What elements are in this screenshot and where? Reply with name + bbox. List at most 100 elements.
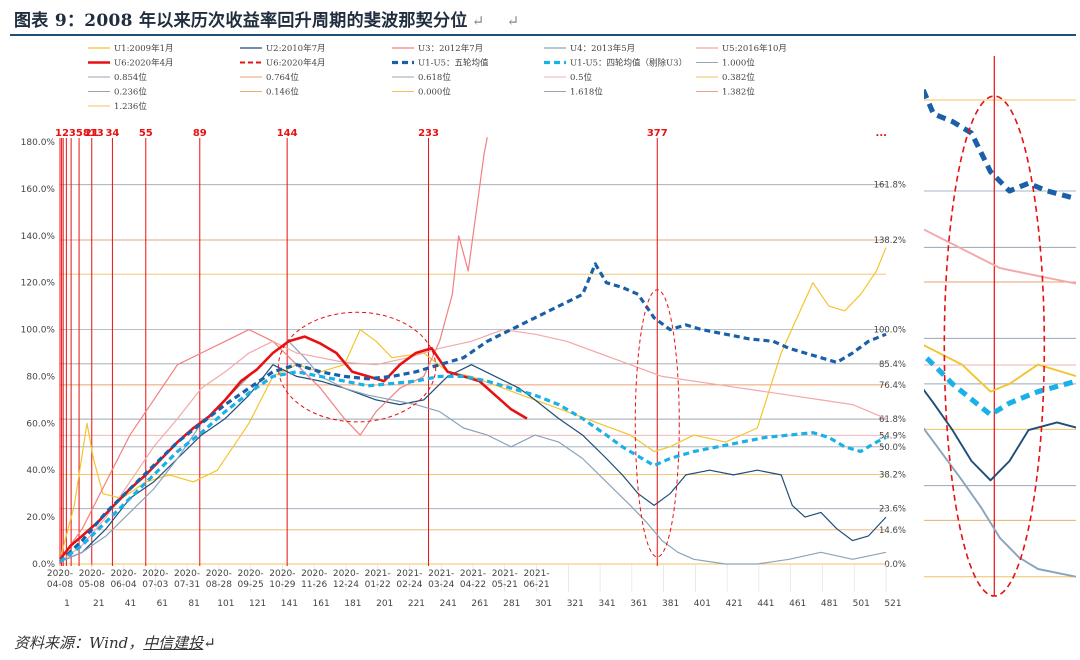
- fib-day-label: 21: [85, 128, 99, 139]
- fib-day-label: 34: [105, 128, 119, 139]
- x-date-label-day: 08-28: [206, 580, 232, 590]
- x-index-label: 121: [249, 599, 266, 609]
- x-date-label-year: 2020-: [206, 569, 232, 579]
- y-tick-label: 20.0%: [26, 513, 55, 523]
- fib-day-label: ...: [876, 128, 887, 139]
- fib-level-label: 23.6%: [879, 505, 906, 515]
- main-chart-svg: U1:2009年1月 U2:2010年7月 U3：2012年7月 U4：2013年5月…: [21, 43, 906, 609]
- legend-label: 0.000位: [418, 87, 451, 98]
- x-index-label: 1: [64, 599, 70, 609]
- x-date-label-day: 07-03: [142, 580, 168, 590]
- zoom-inset-svg: [885, 56, 1080, 597]
- fib-level-label: 54.9%: [879, 431, 906, 441]
- x-index-label: 301: [535, 599, 552, 609]
- figure-title-text: 图表 9：2008 年以来历次收益率回升周期的斐波那契分位: [14, 11, 468, 31]
- fib-level-label: 14.6%: [879, 526, 906, 536]
- annotations: [277, 289, 680, 558]
- x-date-label-day: 02-24: [396, 580, 422, 590]
- legend-label: U6:2020年4月: [266, 58, 325, 69]
- y-tick-label: 140.0%: [21, 232, 56, 242]
- x-index-label: 141: [281, 599, 298, 609]
- legend-label: 0.618位: [418, 72, 451, 83]
- legend-label: 0.854位: [114, 72, 147, 83]
- x-index-label: 481: [821, 599, 838, 609]
- x-index-label: 341: [598, 599, 615, 609]
- x-date-label-day: 03-24: [428, 580, 454, 590]
- legend-label: 0.382位: [722, 72, 755, 83]
- series-line: [59, 247, 887, 560]
- figure-title: 图表 9：2008 年以来历次收益率回升周期的斐波那契分位 ↵ ↵: [14, 6, 519, 31]
- y-tick-label: 60.0%: [26, 419, 55, 429]
- x-date-label-day: 11-26: [301, 580, 327, 590]
- x-date-label-year: 2021-: [523, 569, 549, 579]
- inset-series-line: [902, 80, 1080, 203]
- legend-label: U1-U5：五轮均值: [418, 58, 489, 69]
- x-index-label: 421: [726, 599, 743, 609]
- legend-label: U6:2020年4月: [114, 58, 173, 69]
- y-tick-label: 160.0%: [21, 185, 56, 195]
- x-date-label-year: 2020-: [142, 569, 168, 579]
- y-tick-label: 80.0%: [26, 372, 55, 382]
- inset-series-line: [904, 402, 1080, 578]
- fib-level-label: 138.2%: [874, 236, 906, 246]
- fib-level-label: 100.0%: [874, 326, 906, 336]
- x-date-label-day: 06-04: [110, 580, 136, 590]
- fib-level-label: 76.4%: [879, 381, 906, 391]
- fib-level-lines: 161.8% 138.2% 100.0% 85.4% 76.4% 61.8% 54.9% 50…: [60, 181, 906, 570]
- zoom-inset: [885, 36, 1080, 614]
- source-return-mark: ↵: [203, 634, 216, 652]
- x-date-label-year: 2020-: [301, 569, 327, 579]
- title-return-mark-2: ↵: [506, 12, 520, 30]
- x-date-label-year: 2020-: [79, 569, 105, 579]
- x-date-label-year: 2021-: [492, 569, 518, 579]
- x-date-label-year: 2021-: [460, 569, 486, 579]
- x-index-label: 361: [630, 599, 647, 609]
- x-date-label-day: 07-31: [174, 580, 200, 590]
- x-index-label: 161: [313, 599, 330, 609]
- series-line: [59, 137, 488, 560]
- series-line: [58, 262, 887, 563]
- fib-level-label: 61.8%: [879, 415, 906, 425]
- legend-label: 1.618位: [570, 87, 603, 98]
- fib-level-label: 161.8%: [874, 181, 906, 191]
- legend-label: U2:2010年7月: [266, 43, 325, 54]
- x-date-label-year: 2021-: [365, 569, 391, 579]
- x-date-label-year: 2020-: [110, 569, 136, 579]
- fib-level-label: 50.0%: [879, 443, 906, 453]
- x-date-label-day: 09-25: [238, 580, 264, 590]
- legend-label: 0.236位: [114, 87, 147, 98]
- series-line: [59, 370, 887, 563]
- x-index-label: 381: [662, 599, 679, 609]
- highlight-ellipse-a: [277, 311, 437, 423]
- legend-label: 0.146位: [266, 87, 299, 98]
- x-index-label: 261: [471, 599, 488, 609]
- series-line: [59, 364, 887, 563]
- x-index-label: 401: [694, 599, 711, 609]
- legend-label: 0.5位: [570, 72, 593, 83]
- x-index-label: 321: [567, 599, 584, 609]
- inset-highlight-ellipse: [943, 95, 1046, 597]
- legend-label: U3：2012年7月: [418, 43, 483, 54]
- x-index-label: 521: [884, 599, 901, 609]
- series-line: [59, 340, 887, 565]
- source-note: 资料来源：Wind，中信建投↵: [14, 632, 216, 653]
- legend: U1:2009年1月 U2:2010年7月 U3：2012年7月 U4：2013年5月…: [88, 43, 787, 112]
- fib-day-label: 233: [418, 128, 439, 139]
- series-group: [58, 137, 887, 565]
- fib-level-label: 38.2%: [879, 470, 906, 480]
- x-index-label: 241: [440, 599, 457, 609]
- main-chart: U1:2009年1月 U2:2010年7月 U3：2012年7月 U4：2013年5月…: [10, 36, 910, 614]
- x-date-label-day: 12-24: [333, 580, 359, 590]
- x-date-label-day: 06-21: [523, 580, 549, 590]
- fib-day-label: 377: [647, 128, 668, 139]
- x-axis: 1 21 41 61 81 101 121 141 161 181 201 221 241 261 281 3…: [47, 564, 902, 609]
- x-index-label: 461: [789, 599, 806, 609]
- title-return-mark: ↵: [471, 12, 485, 30]
- x-index-label: 501: [853, 599, 870, 609]
- x-index-label: 61: [157, 599, 168, 609]
- x-date-label-day: 01-22: [365, 580, 391, 590]
- x-date-label-day: 10-29: [269, 580, 295, 590]
- y-tick-label: 180.0%: [21, 138, 56, 148]
- x-date-label-day: 04-22: [460, 580, 486, 590]
- source-prefix: 资料来源：Wind，: [14, 634, 144, 652]
